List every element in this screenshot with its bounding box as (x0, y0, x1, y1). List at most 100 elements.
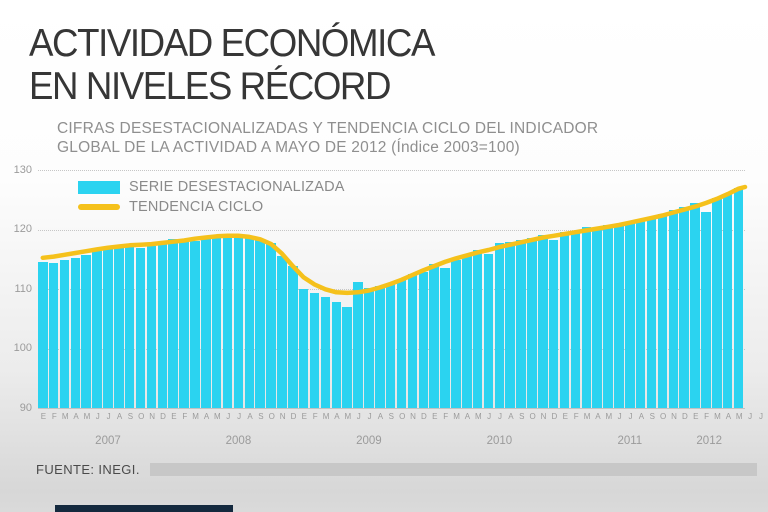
bar-month-61 (701, 211, 711, 409)
bar-month-49 (570, 233, 581, 409)
bar-month-0 (38, 261, 48, 409)
bar-month-39 (462, 254, 472, 409)
month-label: M (214, 412, 221, 421)
month-label: A (725, 412, 732, 421)
x-axis-baseline (38, 408, 745, 410)
bar-month-6 (103, 247, 113, 409)
year-label-2007: 2007 (95, 435, 121, 447)
bar-month-4 (81, 254, 91, 409)
gridline-130 (38, 170, 745, 172)
legend-trend-swatch (78, 204, 120, 210)
month-label: O (529, 412, 536, 421)
month-label: J (367, 412, 372, 421)
chart-subtitle-line1: CIFRAS DESESTACIONALIZADAS Y TENDENCIA C… (57, 120, 599, 137)
month-label: M (61, 412, 69, 421)
bar-month-60 (690, 203, 700, 409)
month-label: S (388, 412, 394, 421)
month-label: M (344, 412, 352, 421)
bar-month-58 (668, 210, 679, 409)
bar-month-37 (440, 268, 450, 409)
month-label: E (432, 412, 438, 421)
month-label: A (508, 412, 514, 421)
bar-month-11 (157, 244, 168, 409)
month-label: J (498, 412, 503, 421)
chart-subtitle-line2: GLOBAL DE LA ACTIVIDAD A MAYO DE 2012 (Í… (57, 139, 520, 156)
bar-month-19 (244, 235, 255, 409)
month-label: F (51, 412, 57, 421)
bar-month-45 (527, 237, 537, 409)
bar-month-17 (222, 233, 233, 409)
bar-month-27 (331, 302, 342, 409)
bar-month-55 (635, 220, 646, 409)
month-label: M (735, 412, 743, 421)
bar-month-54 (625, 222, 635, 409)
year-label-2010: 2010 (486, 435, 513, 447)
bar-month-7 (114, 245, 124, 409)
bar-month-47 (548, 239, 559, 409)
month-label: J (356, 412, 361, 421)
year-label-2009: 2009 (356, 435, 382, 447)
source-label: FUENTE: INEGI. (36, 462, 140, 477)
bar-month-2 (59, 259, 70, 409)
month-label: M (605, 412, 613, 421)
bar-month-21 (266, 242, 276, 409)
month-label: E (171, 412, 177, 421)
y-tick-90: 90 (19, 401, 32, 414)
bar-month-3 (70, 258, 81, 409)
month-label: S (127, 412, 134, 421)
month-label: J (226, 412, 231, 421)
bar-month-46 (538, 234, 548, 409)
bar-month-51 (592, 228, 602, 409)
month-label: O (138, 412, 145, 421)
month-label: A (464, 412, 471, 421)
month-label: J (106, 412, 111, 421)
month-label: N (410, 412, 416, 421)
bar-month-5 (92, 250, 102, 409)
month-label: D (421, 412, 427, 421)
bar-month-56 (646, 217, 657, 409)
legend-row-series: SERIE DESESTACIONALIZADA (78, 177, 345, 197)
month-label: J (237, 412, 242, 421)
legend-trend-label: TENDENCIA CICLO (129, 199, 264, 215)
month-label: D (290, 412, 297, 421)
month-label: F (704, 412, 710, 421)
month-label: E (40, 412, 47, 421)
month-label: D (160, 412, 166, 421)
bar-month-28 (342, 307, 352, 409)
month-label: A (595, 412, 601, 421)
bar-month-57 (657, 214, 668, 409)
month-label: E (693, 412, 699, 421)
month-label: A (73, 412, 79, 421)
bar-month-50 (581, 226, 592, 409)
month-label: J (617, 412, 622, 421)
month-label: A (638, 412, 645, 421)
month-label: S (649, 412, 655, 421)
bar-month-26 (320, 297, 331, 409)
y-tick-120: 120 (13, 223, 32, 236)
month-label: M (583, 412, 591, 421)
bar-month-64 (733, 188, 744, 409)
month-label: E (562, 412, 568, 421)
bar-month-13 (179, 242, 189, 409)
bar-month-12 (168, 238, 178, 409)
bar-month-33 (396, 279, 407, 409)
month-label: M (192, 412, 199, 421)
legend-series-label: SERIE DESESTACIONALIZADA (129, 179, 345, 195)
month-label: F (182, 412, 188, 421)
month-label: J (748, 412, 753, 421)
month-label: S (519, 412, 525, 421)
bar-month-15 (201, 235, 211, 409)
month-label: O (660, 412, 667, 421)
y-tick-110: 110 (14, 282, 32, 295)
bar-month-23 (288, 266, 298, 409)
month-label: A (203, 412, 210, 421)
bar-month-62 (712, 198, 722, 409)
page-title-line1: ACTIVIDAD ECONÓMICA (29, 22, 435, 65)
legend-bar-swatch (78, 180, 120, 194)
legend: SERIE DESESTACIONALIZADA TENDENCIA CICLO (78, 177, 345, 217)
bar-month-40 (472, 250, 483, 409)
bar-month-16 (211, 238, 222, 409)
y-tick-130: 130 (13, 163, 32, 176)
month-label: N (671, 412, 677, 421)
month-label: N (279, 412, 286, 421)
